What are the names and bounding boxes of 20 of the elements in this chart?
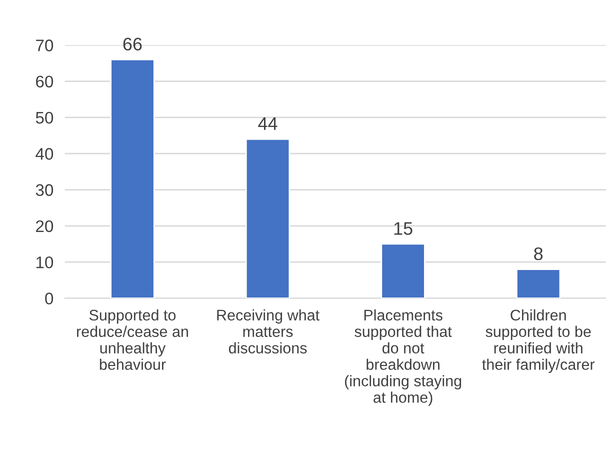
y-tick-label: 40 — [36, 148, 54, 160]
y-tick-label: 60 — [36, 76, 54, 88]
y-tick-label: 70 — [36, 40, 54, 52]
bar — [516, 268, 561, 298]
y-tick-label: 10 — [36, 256, 54, 268]
y-tick-label: 0 — [45, 292, 54, 304]
data-label: 44 — [258, 117, 278, 130]
y-tick-label: 50 — [36, 112, 54, 124]
bar — [110, 58, 155, 298]
x-tick-label: Placements supported that do not breakdown (including staying at home) — [344, 309, 462, 406]
data-label: 15 — [394, 222, 412, 235]
x-tick-label: Children supported to be reunified with their family/carer — [482, 309, 595, 373]
bar — [380, 243, 426, 298]
data-label: 66 — [123, 38, 142, 50]
x-tick-label: Supported to reduce/cease an unhealthy behaviour — [77, 309, 188, 370]
x-tick-label: Receiving what matters discussions — [217, 309, 320, 354]
y-tick-label: 30 — [36, 184, 54, 196]
bar — [245, 138, 290, 298]
y-tick-label: 20 — [36, 220, 54, 232]
data-label: 8 — [534, 247, 543, 260]
